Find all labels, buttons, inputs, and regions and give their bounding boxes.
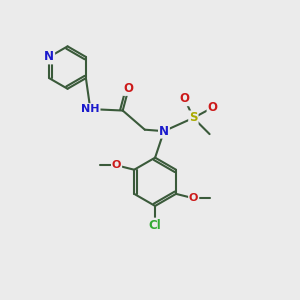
Text: O: O (208, 101, 218, 114)
Text: S: S (189, 111, 198, 124)
Text: Cl: Cl (149, 219, 161, 232)
Text: NH: NH (81, 104, 100, 114)
Text: N: N (159, 125, 169, 138)
Text: O: O (124, 82, 134, 95)
Text: O: O (112, 160, 121, 170)
Text: N: N (44, 50, 54, 64)
Text: O: O (189, 193, 198, 203)
Text: O: O (180, 92, 190, 105)
